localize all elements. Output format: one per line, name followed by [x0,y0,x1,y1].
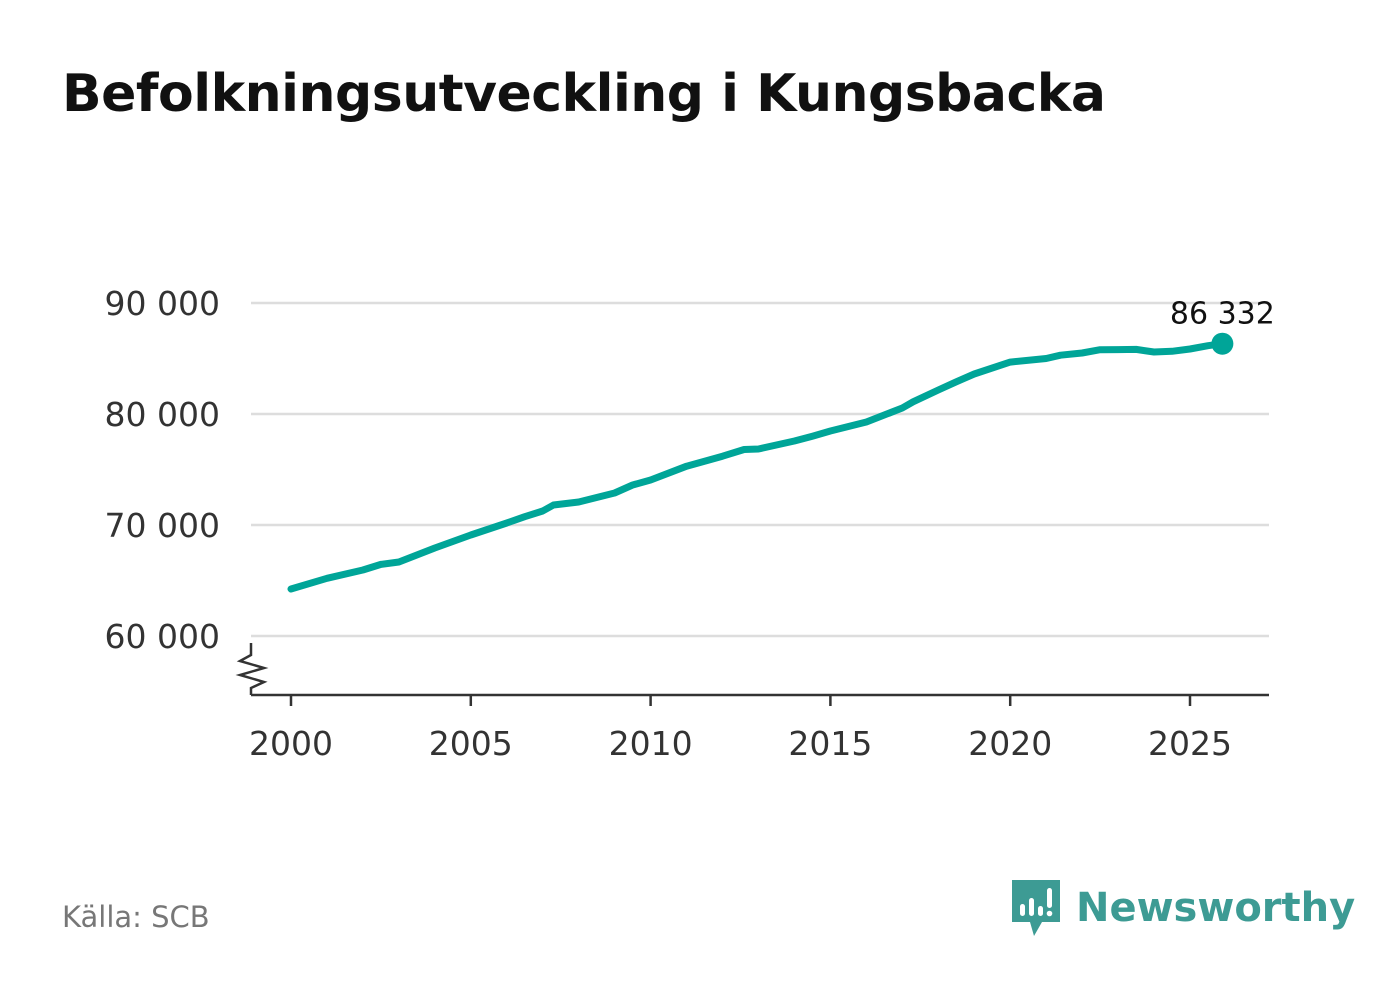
y-tick-label: 60 000 [105,617,220,656]
axis-break-icon [235,643,269,695]
brand-name: Newsworthy [1076,885,1356,931]
end-point-marker [1211,332,1234,355]
chart-title: Befolkningsutveckling i Kungsbacka [62,64,1106,124]
y-tick-label: 70 000 [105,506,220,545]
source-note: Källa: SCB [62,900,210,934]
x-tick-label: 2015 [788,724,872,763]
series-line-befolkning [287,340,1226,593]
x-tick-label: 2005 [429,724,513,763]
newsworthy-logo-icon [1012,880,1060,936]
x-tick-label: 2000 [249,724,333,763]
y-tick-label: 90 000 [105,284,220,323]
y-tick-label: 80 000 [105,395,220,434]
x-tick-label: 2010 [609,724,693,763]
end-value-label: 86 332 [1170,297,1275,332]
newsworthy-logo: Newsworthy [1010,878,1355,938]
x-tick-label: 2020 [968,724,1052,763]
x-tick-label: 2025 [1148,724,1232,763]
